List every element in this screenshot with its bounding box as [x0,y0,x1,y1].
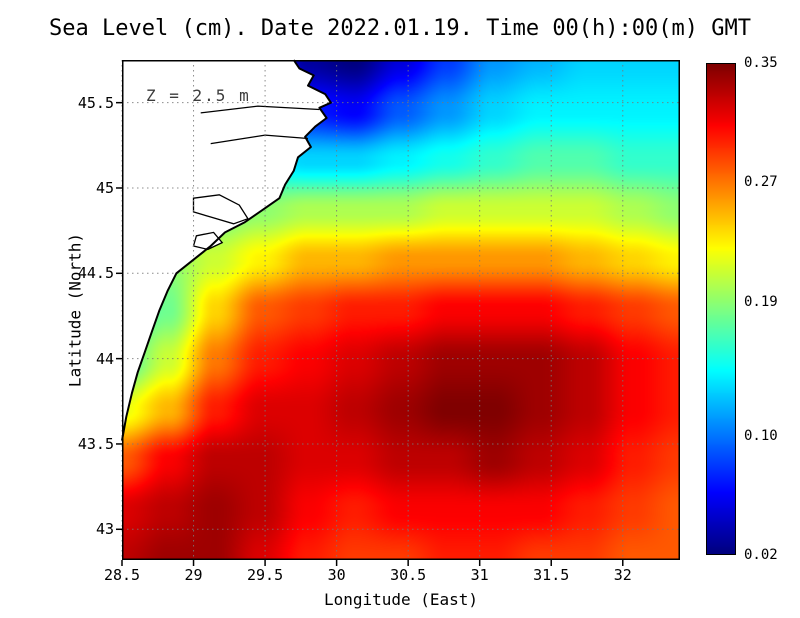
colorbar-tick-label: 0.10 [744,427,778,444]
y-tick-label: 44 [95,349,114,368]
x-tick-label: 32 [613,566,632,584]
plot-frame [122,60,680,560]
map-overlay [116,59,680,566]
x-tick-label: 30.5 [390,566,427,584]
depth-annotation: Z = 2.5 m [146,86,251,105]
colorbar [706,63,736,555]
x-tick-label: 31 [470,566,489,584]
y-axis-title: Latitude (North) [65,232,85,388]
chart-title: Sea Level (cm). Date 2022.01.19. Time 00… [49,16,751,41]
plot-area: Z = 2.5 m [116,59,680,566]
coastline [121,59,332,441]
colorbar-tick-label: 0.02 [744,547,778,563]
colorbar-tick-label: 0.19 [744,293,778,310]
y-tick-label: 43.5 [77,434,114,453]
colorbar-tick-label: 0.27 [744,174,778,191]
x-tick-label: 29.5 [247,566,284,584]
x-tick-label: 30 [327,566,346,584]
y-tick-label: 44.5 [77,264,114,283]
x-tick-label: 29 [184,566,203,584]
y-tick-label: 45.5 [77,93,114,112]
x-tick-label: 28.5 [103,566,141,584]
lagoon-outline [192,231,224,251]
delta-branch-line [200,105,320,114]
x-axis-title: Longitude (East) [323,590,479,609]
lagoon-outline [192,194,249,225]
colorbar-tick-label: 0.35 [744,55,778,71]
y-tick-label: 43 [95,520,114,539]
x-tick-label: 31.5 [533,566,570,584]
y-tick-label: 45 [95,178,114,197]
land-mask [122,60,331,441]
colorbar-canvas [707,64,735,554]
